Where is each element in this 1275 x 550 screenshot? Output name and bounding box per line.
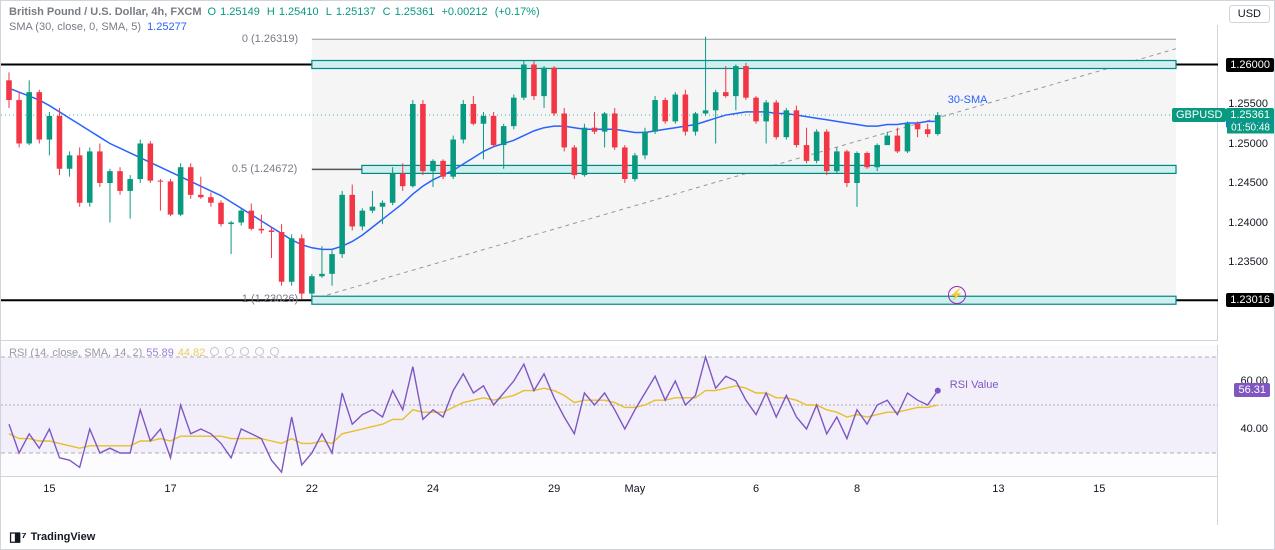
chart-container: British Pound / U.S. Dollar, 4h, FXCM O1… bbox=[0, 0, 1275, 550]
rsi-annotation: RSI Value bbox=[950, 379, 999, 391]
instrument-header: British Pound / U.S. Dollar, 4h, FXCM O1… bbox=[9, 6, 544, 18]
time-tick: 17 bbox=[164, 483, 176, 495]
price-tag-ticker: GBPUSD bbox=[1172, 108, 1226, 122]
time-tick: May bbox=[625, 483, 646, 495]
price-tick: 1.24000 bbox=[1228, 217, 1268, 229]
alert-icon[interactable]: ⚡ bbox=[948, 286, 966, 304]
tradingview-icon: ◨⁷ bbox=[9, 529, 27, 545]
time-tick: 13 bbox=[992, 483, 1004, 495]
rsi-axis[interactable]: 60.0040.00 bbox=[1216, 345, 1274, 477]
time-axis[interactable]: 15 17 22 24 29 May 6 8 13 15 bbox=[1, 477, 1218, 525]
time-tick: 15 bbox=[1093, 483, 1105, 495]
price-tag-last: 1.25361 bbox=[1226, 108, 1274, 122]
price-tick: 1.23500 bbox=[1228, 256, 1268, 268]
time-tick: 24 bbox=[427, 483, 439, 495]
time-tick: 29 bbox=[548, 483, 560, 495]
ohlc: O1.25149 H1.25410 L1.25137 C1.25361 +0.0… bbox=[208, 6, 544, 18]
rsi-chart[interactable]: RSI Value bbox=[1, 345, 1218, 477]
price-tick: 1.24500 bbox=[1228, 177, 1268, 189]
currency-button[interactable]: USD bbox=[1229, 5, 1270, 23]
sma-annotation: 30-SMA bbox=[948, 94, 988, 106]
rsi-value-tag: 56.31 bbox=[1234, 383, 1270, 397]
instrument-title[interactable]: British Pound / U.S. Dollar, 4h, FXCM bbox=[9, 6, 202, 18]
rsi-tick: 40.00 bbox=[1240, 423, 1268, 435]
time-tick: 22 bbox=[306, 483, 318, 495]
price-tick: 1.25000 bbox=[1228, 138, 1268, 150]
fib-label-0.5: 0.5 (1.24672) bbox=[232, 163, 297, 175]
price-tag-lower: 1.23016 bbox=[1226, 293, 1274, 307]
price-chart[interactable]: 0 (1.26319) 0.5 (1.24672) 1 (1.23026) 30… bbox=[1, 25, 1218, 341]
fib-label-0: 0 (1.26319) bbox=[242, 33, 298, 45]
time-tick: 15 bbox=[43, 483, 55, 495]
price-tag-upper: 1.26000 bbox=[1226, 58, 1274, 72]
time-tick: 6 bbox=[753, 483, 759, 495]
fib-label-1: 1 (1.23026) bbox=[242, 293, 298, 305]
tradingview-logo[interactable]: ◨⁷ TradingView bbox=[9, 529, 95, 545]
time-tick: 8 bbox=[854, 483, 860, 495]
price-tag-countdown: 01:50:48 bbox=[1227, 122, 1274, 133]
